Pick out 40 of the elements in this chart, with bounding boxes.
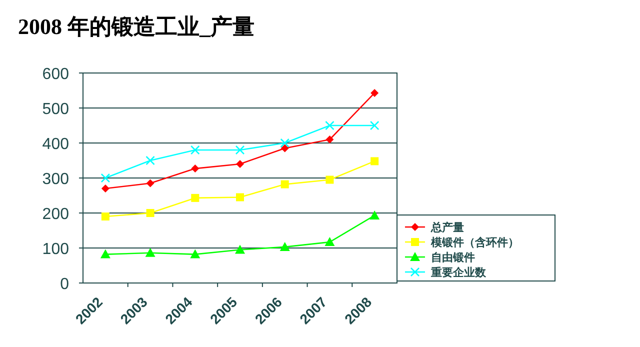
point — [280, 144, 289, 152]
point — [101, 212, 110, 220]
y-tick-label: 300 — [42, 171, 70, 188]
legend-label: 重要企业数 — [430, 266, 487, 279]
point — [235, 244, 245, 254]
point — [146, 179, 154, 188]
point — [235, 145, 245, 155]
legend-label: 模锻件（含环件） — [430, 236, 519, 249]
point — [326, 176, 334, 184]
legend-label: 总产量 — [430, 221, 464, 234]
point — [191, 194, 200, 202]
point — [324, 237, 335, 246]
chart-title: 2008 年的锻造工业_产量 — [18, 14, 254, 39]
y-tick-label: 0 — [60, 276, 70, 293]
point — [370, 157, 379, 166]
point — [326, 136, 334, 144]
y-tick-label: 100 — [42, 241, 70, 258]
point — [146, 209, 154, 217]
point — [280, 242, 290, 251]
point — [370, 120, 380, 130]
point — [100, 249, 110, 258]
point — [100, 173, 110, 183]
legend-label: 自由锻件 — [431, 251, 475, 264]
point — [325, 120, 334, 130]
point — [101, 184, 110, 192]
y-tick-label: 200 — [42, 206, 70, 223]
point — [280, 138, 290, 148]
point — [146, 156, 155, 166]
y-tick-label: 400 — [42, 136, 70, 153]
point — [191, 164, 200, 173]
point — [280, 180, 289, 188]
point — [145, 248, 156, 257]
point — [190, 145, 200, 155]
point — [370, 210, 380, 220]
y-tick-label: 500 — [42, 101, 70, 118]
point — [190, 249, 200, 258]
point — [236, 193, 244, 202]
point — [370, 88, 379, 97]
y-tick-label: 600 — [42, 66, 70, 83]
point — [236, 160, 244, 168]
